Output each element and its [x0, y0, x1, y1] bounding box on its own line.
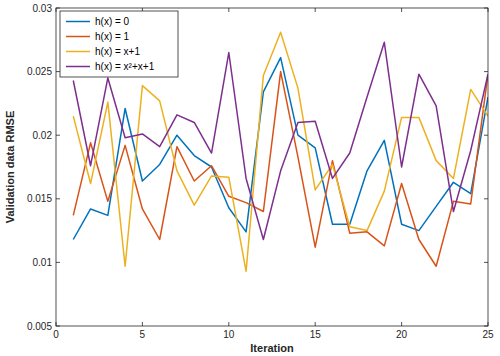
- y-axis-label: Validation data RMSE: [4, 111, 16, 223]
- tick: [484, 198, 488, 199]
- tick: [228, 8, 229, 12]
- legend-box: [60, 11, 178, 77]
- tick: [56, 135, 60, 136]
- tick: [56, 198, 60, 199]
- tick: [484, 8, 488, 9]
- tick: [484, 135, 488, 136]
- tick: [56, 71, 60, 72]
- chart: 0 5 10 15 20 25 0.005 0.01 0.015 0.02 0.025 0.03 Ite…: [0, 0, 500, 356]
- tick: [142, 322, 143, 326]
- tick: [484, 262, 488, 263]
- tick: [56, 262, 60, 263]
- tick: [315, 322, 316, 326]
- tick-label: 0.02: [33, 130, 53, 141]
- tick: [484, 71, 488, 72]
- tick: [488, 8, 489, 12]
- series-group: [73, 32, 488, 271]
- legend-label: h(x) = x+1: [95, 46, 140, 57]
- legend-label: h(x) = 1: [95, 31, 130, 42]
- legend-swatch: [66, 66, 90, 68]
- tick: [228, 322, 229, 326]
- frame: [56, 8, 488, 326]
- tick-label: 25: [482, 329, 494, 340]
- tick-label: 20: [396, 329, 408, 340]
- tick-label: 5: [140, 329, 146, 340]
- tick: [315, 8, 316, 12]
- tick: [56, 8, 57, 12]
- series-line: [73, 58, 488, 240]
- x-axis-label: Iteration: [250, 342, 294, 354]
- series-line: [73, 42, 488, 239]
- tick: [56, 8, 60, 9]
- series-line: [73, 32, 488, 271]
- legend-swatch: [66, 21, 90, 23]
- tick-label: 15: [310, 329, 322, 340]
- tick-label: 10: [223, 329, 235, 340]
- tick: [484, 326, 488, 327]
- tick-label: 0.005: [27, 321, 52, 332]
- legend-label: h(x) = x²+x+1: [95, 61, 155, 72]
- tick: [401, 322, 402, 326]
- tick: [56, 326, 60, 327]
- legend-label: h(x) = 0: [95, 16, 130, 27]
- tick: [56, 322, 57, 326]
- tick-label: 0: [53, 329, 59, 340]
- tick: [401, 8, 402, 12]
- tick-label: 0.01: [33, 257, 53, 268]
- legend-swatch: [66, 36, 90, 38]
- plot-area: [56, 8, 488, 326]
- legend: h(x) = 0 h(x) = 1 h(x) = x+1 h(x) = x²+x+1: [60, 11, 178, 77]
- legend-swatch: [66, 51, 90, 53]
- tick: [488, 322, 489, 326]
- tick-label: 0.025: [27, 66, 52, 77]
- tick-label: 0.03: [33, 3, 53, 14]
- tick-label: 0.015: [27, 193, 52, 204]
